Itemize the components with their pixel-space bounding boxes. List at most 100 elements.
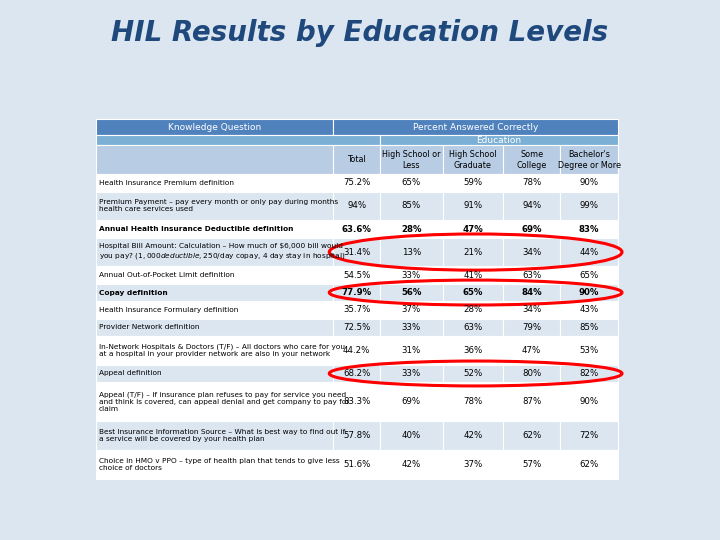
- Text: Appeal (T/F) – If insurance plan refuses to pay for service you need
and think i: Appeal (T/F) – If insurance plan refuses…: [99, 392, 349, 412]
- Text: Copay definition: Copay definition: [99, 289, 168, 295]
- Text: 78%: 78%: [463, 397, 482, 406]
- Text: 72.5%: 72.5%: [343, 323, 370, 332]
- Text: Education: Education: [477, 136, 521, 145]
- Bar: [503, 421, 560, 450]
- Text: Premium Payment – pay every month or only pay during months
health care services: Premium Payment – pay every month or onl…: [99, 199, 338, 212]
- Bar: [443, 421, 503, 450]
- Bar: [443, 365, 503, 382]
- Bar: [380, 319, 443, 336]
- Bar: [503, 174, 560, 192]
- Text: 33%: 33%: [402, 369, 421, 378]
- Text: 65%: 65%: [402, 178, 421, 187]
- Text: 84%: 84%: [521, 288, 542, 297]
- Text: 91%: 91%: [464, 201, 482, 211]
- Bar: [443, 192, 503, 220]
- Bar: [96, 382, 333, 421]
- Bar: [503, 238, 560, 266]
- Text: 65%: 65%: [463, 288, 483, 297]
- Text: 42%: 42%: [402, 460, 421, 469]
- Bar: [96, 220, 333, 238]
- Text: 85%: 85%: [402, 201, 421, 211]
- Text: 63%: 63%: [522, 271, 541, 280]
- Text: 59%: 59%: [464, 178, 482, 187]
- Bar: [96, 421, 333, 450]
- Bar: [503, 145, 560, 174]
- Text: 37%: 37%: [463, 460, 482, 469]
- Text: Annual Health Insurance Deductible definition: Annual Health Insurance Deductible defin…: [99, 226, 293, 232]
- Bar: [380, 365, 443, 382]
- Bar: [96, 145, 333, 174]
- Bar: [380, 284, 443, 301]
- Bar: [333, 421, 380, 450]
- Bar: [560, 220, 618, 238]
- Bar: [380, 192, 443, 220]
- Bar: [560, 382, 618, 421]
- Bar: [380, 301, 443, 319]
- Bar: [443, 319, 503, 336]
- Bar: [503, 382, 560, 421]
- Bar: [333, 365, 380, 382]
- Text: 69%: 69%: [521, 225, 542, 233]
- Bar: [443, 382, 503, 421]
- Bar: [503, 450, 560, 478]
- Text: 31.4%: 31.4%: [343, 247, 370, 256]
- Text: 63.6%: 63.6%: [342, 225, 372, 233]
- Bar: [333, 174, 380, 192]
- Text: 57.8%: 57.8%: [343, 431, 370, 440]
- Bar: [560, 421, 618, 450]
- Bar: [503, 319, 560, 336]
- Text: 99%: 99%: [580, 201, 598, 211]
- Bar: [96, 284, 333, 301]
- Bar: [333, 319, 380, 336]
- Text: Best Insurance Information Source – What is best way to find out if
a service wi: Best Insurance Information Source – What…: [99, 429, 345, 442]
- Bar: [96, 301, 333, 319]
- Text: 36%: 36%: [463, 346, 482, 355]
- Bar: [380, 421, 443, 450]
- Text: Annual Out-of-Pocket Limit definition: Annual Out-of-Pocket Limit definition: [99, 272, 235, 278]
- Bar: [560, 238, 618, 266]
- Text: 54.5%: 54.5%: [343, 271, 370, 280]
- Text: Provider Network definition: Provider Network definition: [99, 325, 199, 330]
- Bar: [560, 336, 618, 365]
- Text: 82%: 82%: [580, 369, 599, 378]
- Bar: [96, 266, 333, 284]
- Text: Health Insurance Formulary definition: Health Insurance Formulary definition: [99, 307, 238, 313]
- Text: 83.3%: 83.3%: [343, 397, 370, 406]
- Bar: [443, 174, 503, 192]
- Text: 57%: 57%: [522, 460, 541, 469]
- Bar: [380, 145, 443, 174]
- Bar: [503, 365, 560, 382]
- Bar: [96, 336, 333, 365]
- Bar: [333, 145, 380, 174]
- Text: 90%: 90%: [580, 178, 598, 187]
- Text: 44%: 44%: [580, 247, 599, 256]
- Text: 40%: 40%: [402, 431, 421, 440]
- Bar: [96, 450, 333, 478]
- Bar: [380, 266, 443, 284]
- Text: 94%: 94%: [522, 201, 541, 211]
- Text: High School or
Less: High School or Less: [382, 150, 441, 170]
- Bar: [96, 174, 333, 192]
- Bar: [333, 301, 380, 319]
- Bar: [96, 319, 333, 336]
- Bar: [443, 301, 503, 319]
- Text: 35.7%: 35.7%: [343, 306, 370, 314]
- Text: 47%: 47%: [462, 225, 483, 233]
- Bar: [96, 119, 333, 135]
- Bar: [443, 284, 503, 301]
- Bar: [333, 284, 380, 301]
- Text: 87%: 87%: [522, 397, 541, 406]
- Bar: [96, 238, 333, 266]
- Bar: [560, 174, 618, 192]
- Bar: [503, 266, 560, 284]
- Bar: [333, 266, 380, 284]
- Bar: [560, 192, 618, 220]
- Text: HIL Results by Education Levels: HIL Results by Education Levels: [112, 19, 608, 47]
- Text: 43%: 43%: [580, 306, 599, 314]
- Bar: [333, 382, 380, 421]
- Text: 90%: 90%: [580, 397, 598, 406]
- Bar: [333, 119, 618, 135]
- Bar: [380, 174, 443, 192]
- Bar: [380, 135, 618, 145]
- Bar: [96, 192, 333, 220]
